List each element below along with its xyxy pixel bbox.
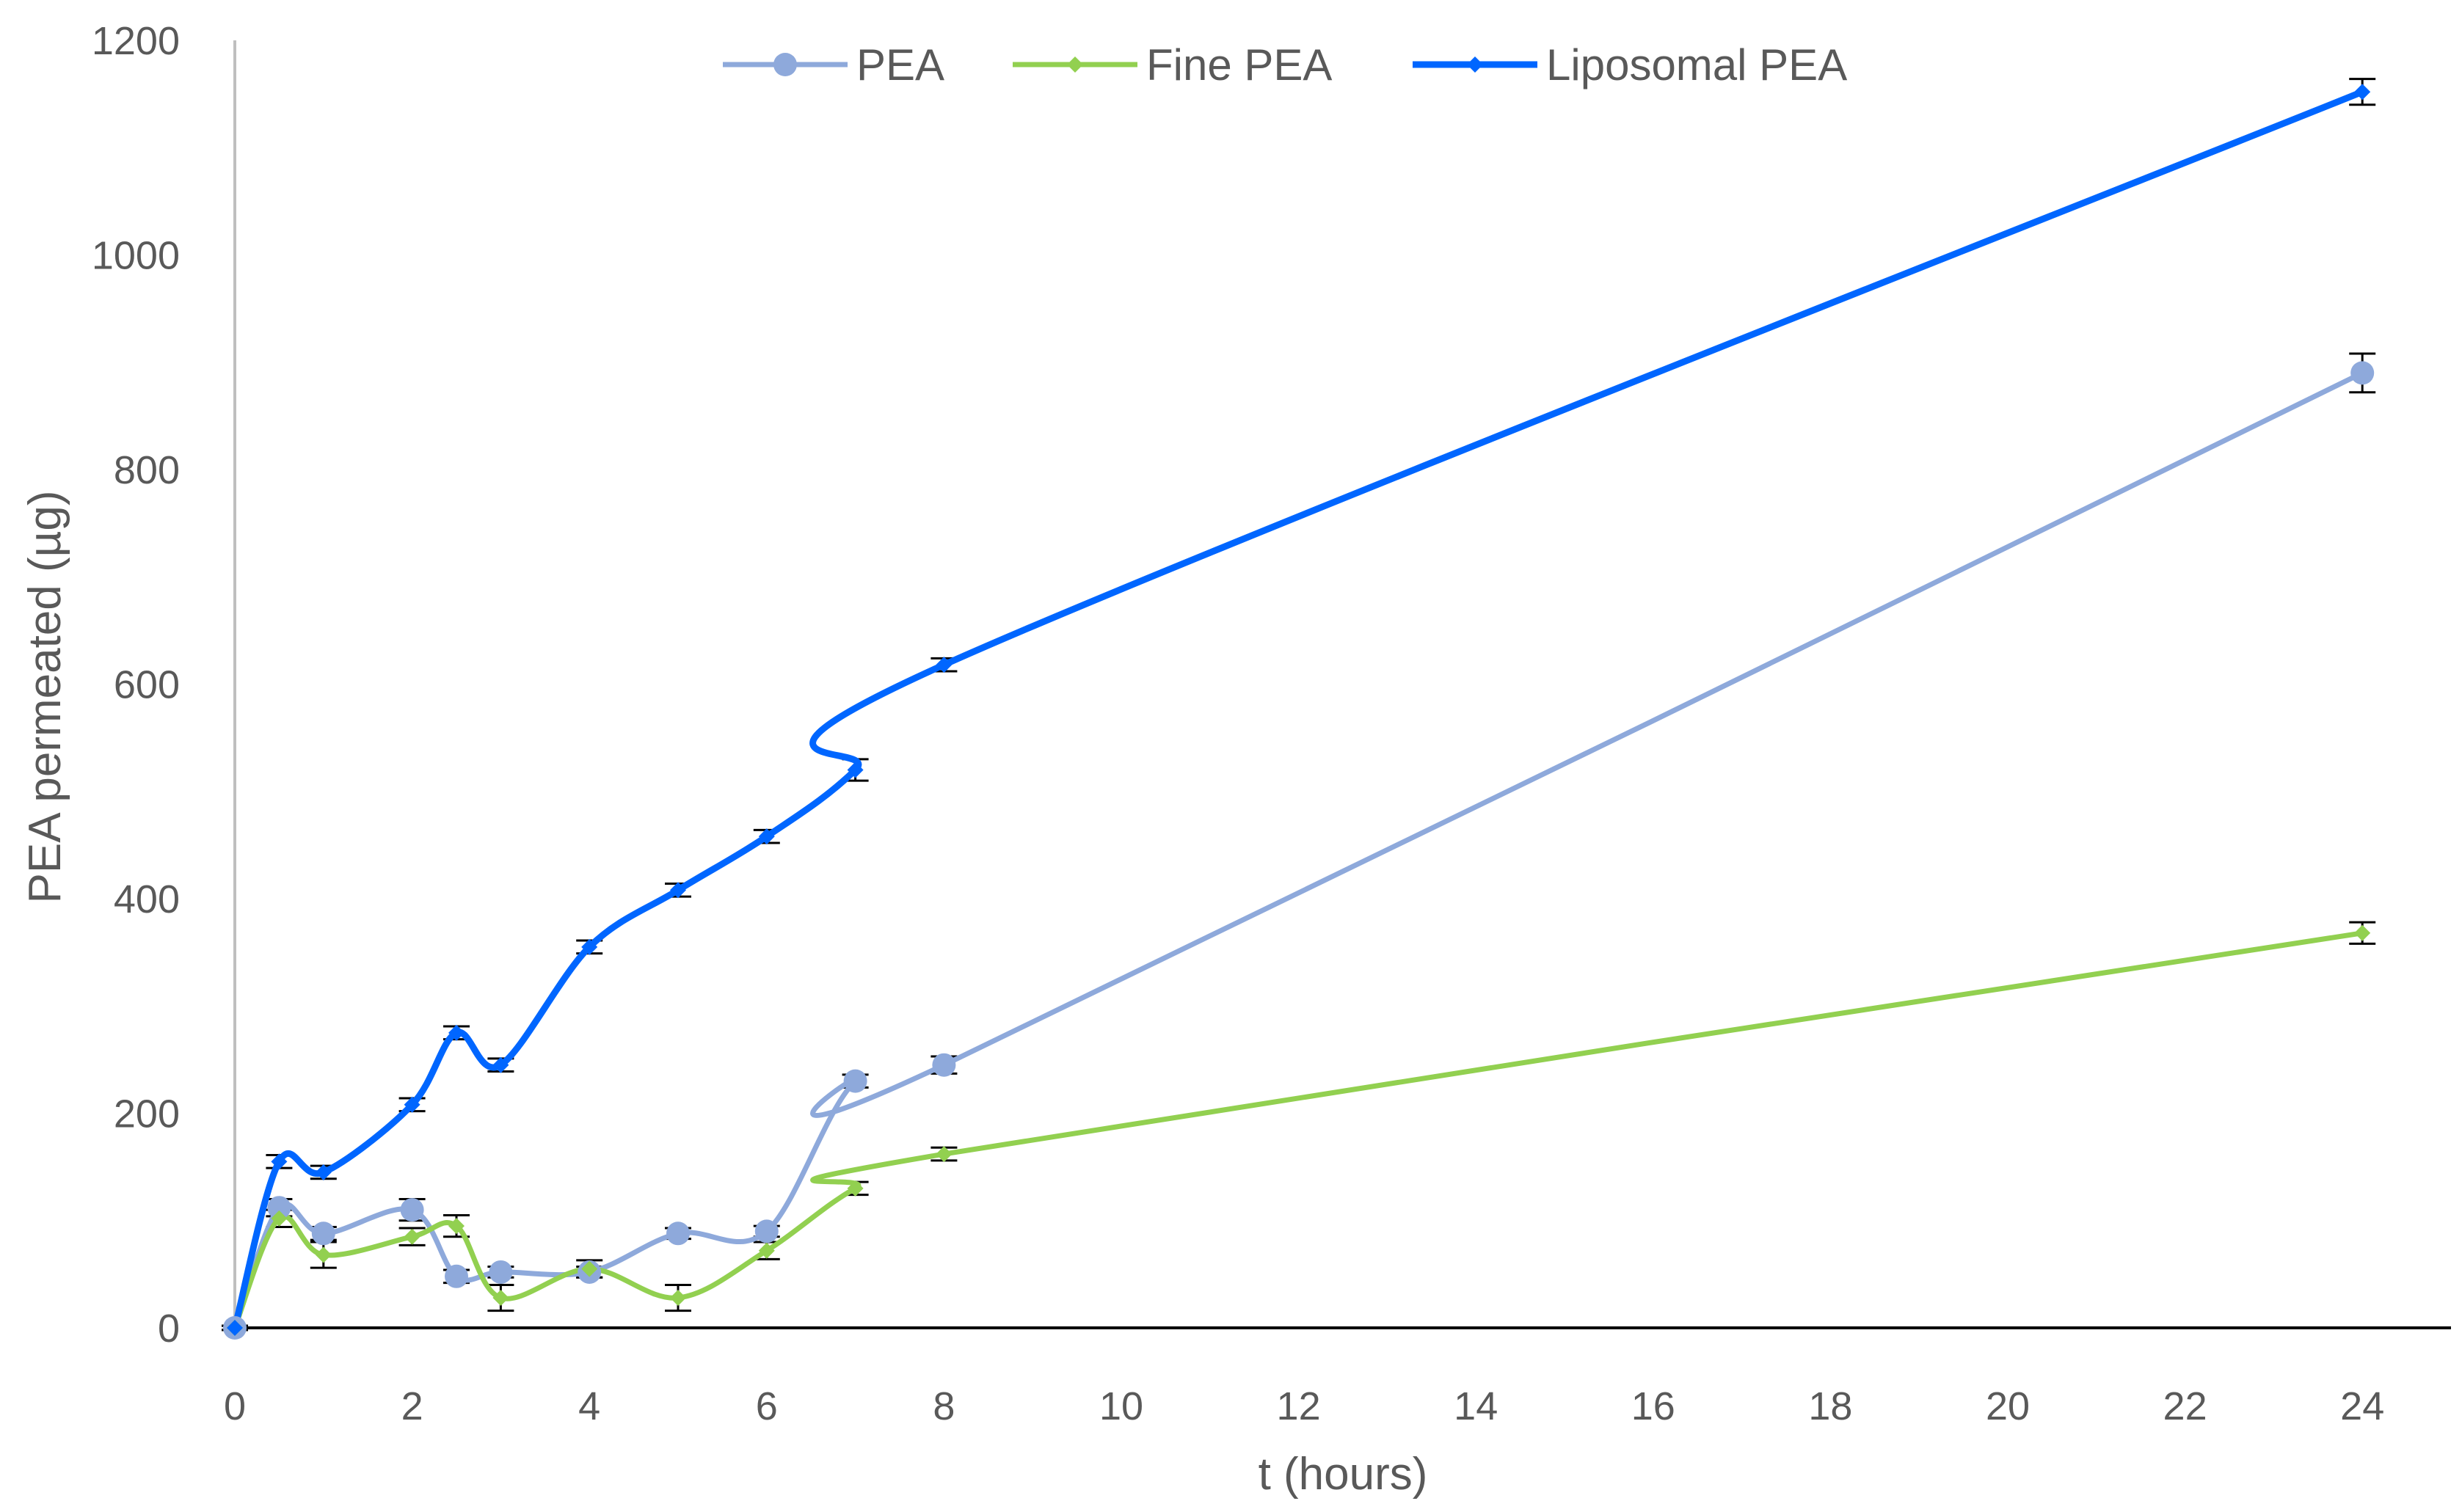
- liposomal-pea-data-point: [227, 1320, 243, 1336]
- legend-item-pea: PEA: [723, 40, 944, 90]
- pea-data-point: [400, 1198, 424, 1222]
- x-tick-label: 10: [1099, 1384, 1143, 1428]
- fine-pea-data-point: [404, 1228, 420, 1245]
- legend-label: PEA: [856, 40, 944, 90]
- x-tick-label: 0: [224, 1384, 246, 1428]
- pea-data-point: [489, 1260, 513, 1284]
- liposomal-pea-data-point: [2354, 84, 2371, 101]
- x-axis-title: t (hours): [1259, 1449, 1428, 1500]
- x-tick-label: 2: [401, 1384, 423, 1428]
- y-tick-label: 800: [114, 448, 180, 492]
- liposomal-pea-data-point: [492, 1056, 509, 1073]
- legend-item-fine-pea: Fine PEA: [1013, 40, 1332, 90]
- fine-pea-data-point: [936, 1146, 953, 1163]
- pea-data-point: [267, 1196, 291, 1220]
- x-tick-label: 22: [2163, 1384, 2207, 1428]
- x-tick-label: 6: [756, 1384, 778, 1428]
- legend-label: Fine PEA: [1146, 40, 1332, 90]
- liposomal-pea-data-point: [448, 1024, 465, 1041]
- y-tick-label: 400: [114, 877, 180, 921]
- fine-pea-series-line: [232, 930, 2365, 1331]
- fine-pea-data-point: [758, 1242, 775, 1259]
- x-tick-label: 12: [1277, 1384, 1321, 1428]
- liposomal-pea-data-point: [271, 1153, 288, 1170]
- pea-data-point: [445, 1264, 468, 1288]
- pea-data-point: [754, 1219, 779, 1243]
- x-tick-label: 16: [1631, 1384, 1675, 1428]
- x-tick-label: 20: [1986, 1384, 2030, 1428]
- fine-pea-data-point: [581, 1260, 598, 1277]
- legend-swatch-marker: [1067, 56, 1083, 73]
- fine-pea-data-point: [271, 1210, 288, 1227]
- x-tick-label: 4: [578, 1384, 600, 1428]
- pea-data-point: [2350, 361, 2375, 385]
- legend-swatch-marker: [773, 53, 797, 76]
- liposomal-pea-data-point: [847, 762, 864, 778]
- liposomal-pea-data-point: [670, 882, 686, 899]
- y-tick-label: 600: [114, 663, 180, 707]
- x-tick-label: 24: [2340, 1384, 2384, 1428]
- liposomal-pea-data-point: [315, 1164, 332, 1180]
- y-axis-title: PEA permeated (µg): [20, 491, 70, 904]
- legend: PEA Fine PEA Liposomal PEA: [723, 40, 1847, 90]
- y-tick-label: 1200: [92, 19, 180, 63]
- pea-data-point: [932, 1053, 956, 1077]
- fine-pea-data-point: [315, 1246, 332, 1263]
- y-tick-label: 1000: [92, 234, 180, 278]
- x-tick-label: 18: [1808, 1384, 1852, 1428]
- markers-layer: [223, 84, 2375, 1340]
- series-lines-layer: [231, 88, 2366, 1332]
- pea-data-point: [666, 1221, 690, 1246]
- fine-pea-data-point: [492, 1290, 509, 1307]
- fine-pea-data-point: [847, 1180, 864, 1197]
- y-tick-label: 200: [114, 1092, 180, 1136]
- liposomal-pea-series-line: [231, 88, 2366, 1332]
- x-tick-label: 8: [933, 1384, 955, 1428]
- y-tick-label: 0: [158, 1307, 180, 1351]
- liposomal-pea-data-point: [936, 657, 953, 673]
- fine-pea-data-point: [2354, 924, 2371, 941]
- fine-pea-data-point: [670, 1290, 686, 1307]
- liposomal-pea-data-point: [581, 938, 598, 955]
- pea-data-point: [311, 1221, 335, 1246]
- x-tick-label: 14: [1454, 1384, 1498, 1428]
- error-bars-layer: [222, 78, 2376, 1332]
- liposomal-pea-data-point: [404, 1096, 420, 1113]
- liposomal-pea-data-point: [758, 828, 775, 845]
- legend-item-liposomal-pea: Liposomal PEA: [1413, 40, 1847, 90]
- legend-swatch-marker: [1467, 56, 1483, 73]
- fine-pea-data-point: [448, 1218, 465, 1235]
- pea-series-line: [232, 370, 2365, 1331]
- pea-data-point: [843, 1069, 867, 1093]
- legend-label: Liposomal PEA: [1546, 40, 1847, 90]
